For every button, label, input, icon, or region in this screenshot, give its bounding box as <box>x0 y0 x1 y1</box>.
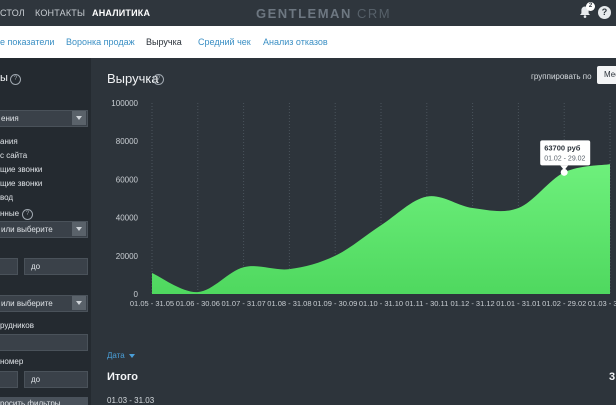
employees-input[interactable] <box>0 334 88 351</box>
y-tick-label: 20000 <box>116 252 139 261</box>
status-select[interactable]: или выберите <box>0 295 88 312</box>
brand-suffix: CRM <box>356 6 392 21</box>
page-title: Выручка <box>107 71 159 86</box>
x-tick-label: 01.10 - 31.10 <box>359 299 403 308</box>
tab-revenue[interactable]: Выручка <box>146 37 182 47</box>
y-tick-label: 0 <box>134 290 139 299</box>
section-help-icon[interactable]: ? <box>22 209 33 220</box>
brand-logo[interactable]: GENTLEMAN CRM <box>256 6 391 21</box>
brand-name: GENTLEMAN <box>256 6 352 21</box>
filters-help-icon[interactable]: ? <box>10 74 21 85</box>
chevron-down-icon <box>72 296 86 310</box>
range-to-input[interactable]: до <box>24 258 88 275</box>
chart-tooltip: 63700 руб 01.02 - 29.02 <box>540 140 591 171</box>
section-label: нные <box>0 209 20 218</box>
source-option[interactable]: щие звонки <box>0 179 43 188</box>
group-by-select[interactable]: Месяцам <box>597 66 616 84</box>
x-tick-label: 01.11 - 30.11 <box>405 299 448 308</box>
number-label: номер <box>0 357 24 366</box>
chevron-down-icon <box>72 222 86 236</box>
tab-refusal-analysis[interactable]: Анализ отказов <box>263 37 328 47</box>
y-tick-label: 60000 <box>116 175 139 184</box>
total-value: 3 <box>609 371 616 383</box>
source-option[interactable]: щие звонки <box>0 165 43 174</box>
range-to-placeholder: до <box>31 262 41 271</box>
x-tick-label: 01.12 - 31.12 <box>450 299 494 308</box>
top-bar: СТОЛ КОНТАКТЫ АНАЛИТИКА GENTLEMAN CRM 2 … <box>0 0 616 26</box>
source-select-value: ения <box>1 114 19 123</box>
range-from-input[interactable] <box>0 258 18 275</box>
source-select[interactable]: ения <box>0 110 88 127</box>
date-filter-link[interactable]: Дата <box>107 351 135 360</box>
source-option[interactable]: вод <box>0 193 14 202</box>
x-tick-label: 01.09 - 30.09 <box>313 299 357 308</box>
group-by-label: группировать по <box>531 72 592 81</box>
status-select-value: или выберите <box>1 299 53 308</box>
nav-contacts[interactable]: КОНТАКТЫ <box>35 8 86 18</box>
filters-sidebar: ы ? ения ания с сайта щие звонки щие зво… <box>0 58 91 405</box>
number-to-placeholder: до <box>31 375 41 384</box>
tab-sales-funnel[interactable]: Воронка продаж <box>66 37 135 47</box>
tooltip-box <box>540 140 591 166</box>
tooltip-arrow <box>560 165 569 171</box>
source-option[interactable]: ания <box>0 137 18 146</box>
tab-average-check[interactable]: Средний чек <box>198 37 251 47</box>
nav-analytics[interactable]: АНАЛИТИКА <box>92 8 151 18</box>
title-help-icon[interactable]: ? <box>153 74 164 85</box>
data-points <box>560 168 568 176</box>
number-to-input[interactable]: до <box>24 371 88 388</box>
x-axis: 01.05 - 31.05 01.06 - 30.06 01.07 - 31.07 0… <box>130 299 616 308</box>
y-tick-label: 80000 <box>116 137 139 146</box>
x-tick-label: 01.07 - 31.07 <box>221 299 265 308</box>
number-from-input[interactable] <box>0 371 18 388</box>
filters-title: ы <box>0 72 8 84</box>
x-tick-label: 01.02 - 29.02 <box>542 299 586 308</box>
source-option[interactable]: с сайта <box>0 151 28 160</box>
y-tick-label: 40000 <box>116 214 139 223</box>
y-tick-label: 100000 <box>111 99 138 108</box>
x-tick-label: 01.03 - 31.03 <box>588 299 616 308</box>
manager-select[interactable]: или выберите <box>0 221 88 238</box>
employees-label: рудников <box>0 321 34 330</box>
nav-desk[interactable]: СТОЛ <box>0 8 25 18</box>
x-tick-label: 01.08 - 31.08 <box>267 299 311 308</box>
revenue-area <box>152 164 610 294</box>
x-tick-label: 01.06 - 30.06 <box>176 299 220 308</box>
data-point <box>560 168 568 176</box>
chevron-down-icon <box>72 111 86 125</box>
manager-select-value: или выберите <box>1 225 53 234</box>
reset-filters-button[interactable]: росить фильтры <box>0 397 88 405</box>
help-icon[interactable]: ? <box>598 6 611 19</box>
notification-badge: 2 <box>586 2 595 11</box>
tooltip-period: 01.02 - 29.02 <box>544 155 585 162</box>
total-label: Итого <box>107 371 139 383</box>
tab-key-indicators[interactable]: е показатели <box>0 37 55 47</box>
tooltip-value: 63700 руб <box>544 143 581 152</box>
x-tick-label: 01.01 - 31.01 <box>496 299 540 308</box>
period-label: 01.03 - 31.03 <box>107 396 155 405</box>
y-axis: 0 20000 40000 60000 80000 100000 <box>111 99 138 299</box>
x-tick-label: 01.05 - 31.05 <box>130 299 174 308</box>
